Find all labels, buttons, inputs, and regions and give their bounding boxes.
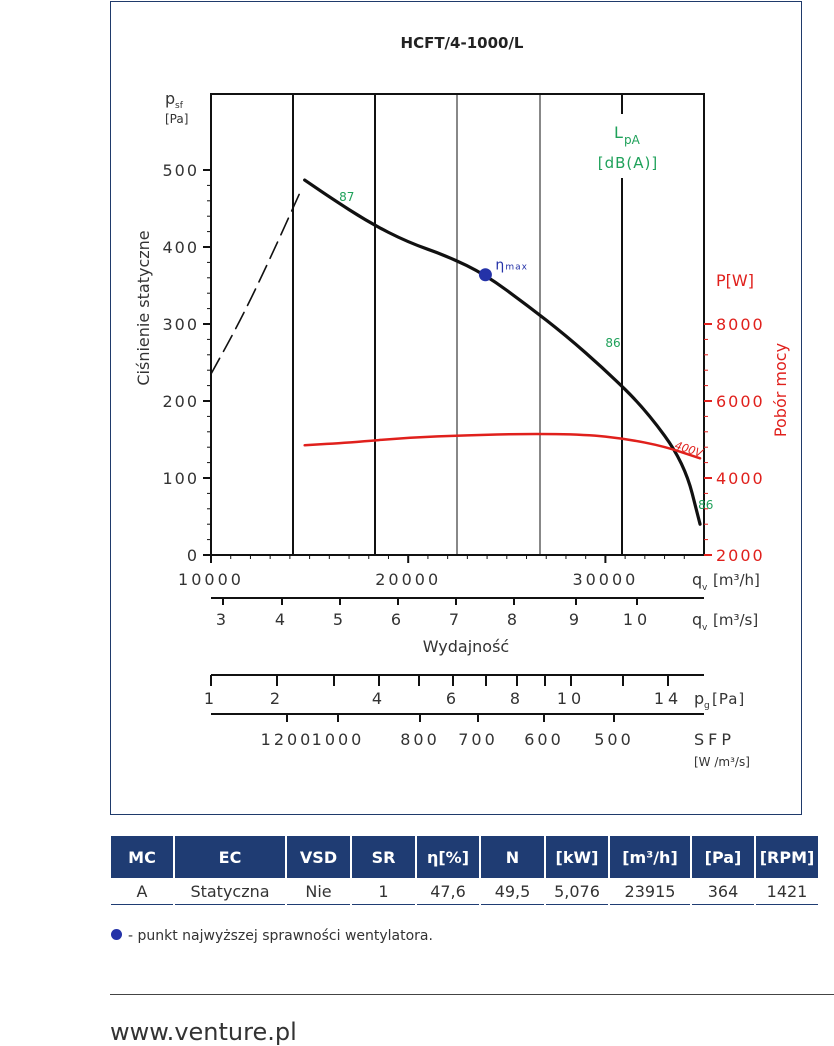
table-header-cell: VSD [286, 836, 352, 878]
table-header-cell: [RPM] [755, 836, 820, 878]
pg-tick-label: 10 [557, 689, 585, 708]
x-tick-label: 20000 [375, 570, 441, 589]
power-curve-series [303, 432, 702, 460]
table-cell: 23915 [609, 878, 692, 905]
x2-tick-label: 9 [569, 610, 583, 629]
table-header-cell: EC [174, 836, 287, 878]
x2-unit-sub: v [702, 623, 708, 633]
sfp-label: SFP [694, 730, 735, 749]
y-tick-label: 300 [162, 315, 199, 334]
x-tick-label: 10000 [178, 570, 244, 589]
y-tick-label: 100 [162, 469, 199, 488]
y-tick-label: 400 [162, 238, 199, 257]
x2-tick-label: 10 [623, 610, 651, 629]
y2-tick-label: 4000 [716, 469, 765, 488]
table-cell: Nie [286, 878, 352, 905]
x2-tick-label: 3 [216, 610, 230, 629]
eta-max-point [478, 268, 492, 282]
spec-table: MC EC VSD SR η[%] N [kW] [m³/h] [Pa] [RPM] A Staty… [111, 836, 820, 905]
y2-tick-label: 6000 [716, 392, 765, 411]
y2-unit: P[W] [716, 271, 754, 290]
x2-tick-label: 4 [275, 610, 289, 629]
noise-label-sub: pA [624, 133, 641, 147]
eta-point-dot-icon [111, 929, 122, 940]
pg-tick-label: 6 [446, 689, 460, 708]
table-header-row: MC EC VSD SR η[%] N [kW] [m³/h] [Pa] [RPM] [111, 836, 820, 878]
table-header-cell: [kW] [545, 836, 610, 878]
table-cell: A [111, 878, 175, 905]
x2-tick-label: 7 [449, 610, 463, 629]
eta-label: η [495, 258, 504, 274]
x-unit: [m³/h] [713, 571, 760, 589]
x2-tick-label: 5 [333, 610, 347, 629]
noise-data-label: 86 [698, 498, 713, 512]
x2-tick-label: 6 [391, 610, 405, 629]
table-header-cell: N [480, 836, 546, 878]
y-tick-label: 0 [187, 546, 199, 565]
y2-axis-title: Pobór mocy [771, 343, 790, 437]
table-row: A Statyczna Nie 1 47,6 49,5 5,076 23915 364 1421 [111, 878, 820, 905]
y-axis-title: Ciśnienie statyczne [134, 230, 153, 385]
pg-unit: [Pa] [712, 690, 745, 708]
pg-tick-label: 4 [372, 689, 386, 708]
y-tick-label: 200 [162, 392, 199, 411]
noise-data-label: 87 [339, 190, 354, 204]
eta-sub: max [505, 263, 528, 273]
legend-note: - punkt najwyższej sprawności wentylator… [111, 928, 433, 944]
table-cell: 1421 [755, 878, 820, 905]
pg-unit-sub: g [704, 701, 710, 711]
noise-data-label: 86 [605, 336, 620, 350]
table-cell: 49,5 [480, 878, 546, 905]
y-unit: [Pa] [165, 112, 188, 126]
pg-tick-label: 14 [654, 689, 682, 708]
x2-unit: [m³/s] [713, 611, 758, 629]
sfp-tick-label: 800 [400, 730, 440, 749]
x-axis-title: Wydajność [423, 637, 509, 656]
table-header-cell: η[%] [416, 836, 481, 878]
sfp-tick-label: 600 [524, 730, 564, 749]
pg-unit-symbol: p [694, 689, 704, 708]
x2-tick-label: 8 [507, 610, 521, 629]
sfp-tick-label: 500 [594, 730, 634, 749]
x-unit-symbol: q [692, 570, 702, 589]
footer-url[interactable]: www.venture.pl [110, 1018, 297, 1046]
sfp-tick-label: 1200 [261, 730, 314, 749]
y2-tick-label: 8000 [716, 315, 765, 334]
x-tick-label: 30000 [572, 570, 638, 589]
noise-label-l: L [614, 123, 623, 142]
pg-tick-label: 2 [270, 689, 284, 708]
sfp-unit: [W /m³/s] [694, 755, 750, 769]
noise-label-bg [588, 114, 678, 178]
pg-tick-label: 8 [510, 689, 524, 708]
table-header-cell: [m³/h] [609, 836, 692, 878]
table-cell: 47,6 [416, 878, 481, 905]
y-unit-sub: sf [175, 101, 184, 111]
table-header-cell: SR [351, 836, 417, 878]
y-unit-symbol: p [165, 89, 175, 108]
sfp-tick-label: 700 [458, 730, 498, 749]
chart-frame [110, 1, 802, 815]
footer-divider [110, 994, 834, 995]
noise-unit: [dB(A)] [598, 154, 658, 172]
pressure-curve-series [303, 178, 702, 526]
table-header-cell: [Pa] [691, 836, 756, 878]
pg-tick-label: 1 [204, 689, 218, 708]
table-cell: Statyczna [174, 878, 287, 905]
table-cell: 364 [691, 878, 756, 905]
x-unit-sub: v [702, 583, 708, 593]
table-header-cell: MC [111, 836, 175, 878]
legend-text: - punkt najwyższej sprawności wentylator… [128, 928, 433, 944]
sfp-tick-label: 1000 [312, 730, 365, 749]
table-cell: 1 [351, 878, 417, 905]
stall-region-series [210, 192, 301, 375]
table-cell: 5,076 [545, 878, 610, 905]
y-tick-label: 500 [162, 161, 199, 180]
x2-unit-symbol: q [692, 610, 702, 629]
y2-tick-label: 2000 [716, 546, 765, 565]
chart-title: HCFT/4-1000/L [401, 34, 524, 52]
